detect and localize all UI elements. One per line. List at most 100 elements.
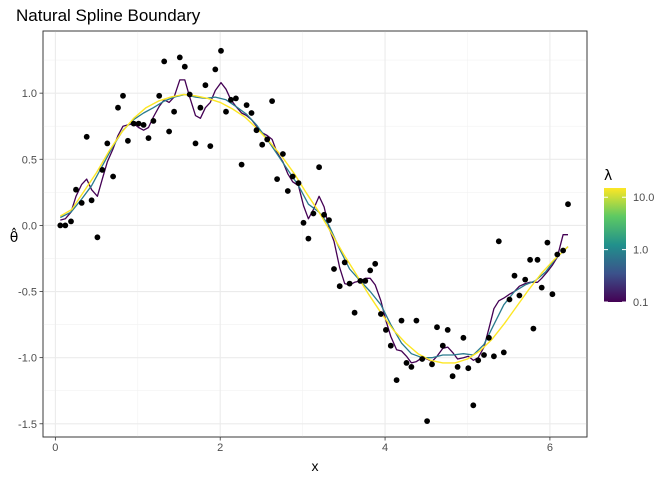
data-point bbox=[516, 292, 523, 299]
data-point bbox=[176, 54, 183, 61]
series-line bbox=[59, 93, 569, 364]
legend-tick-label: 1.0 bbox=[633, 245, 648, 257]
data-point bbox=[238, 161, 245, 168]
data-point bbox=[475, 357, 482, 364]
data-point bbox=[331, 266, 337, 272]
data-point bbox=[560, 247, 566, 254]
data-point bbox=[202, 82, 209, 89]
data-point bbox=[305, 235, 312, 242]
data-point bbox=[470, 402, 477, 409]
data-point bbox=[530, 325, 537, 332]
y-tick-label: 0.0 bbox=[22, 220, 37, 232]
data-point bbox=[110, 173, 116, 180]
legend-ticks: 10.0 1.0 0.1 bbox=[604, 192, 654, 309]
data-point bbox=[534, 256, 541, 263]
minor-gridlines bbox=[43, 31, 587, 437]
chart-title: Natural Spline Boundary bbox=[16, 6, 201, 25]
data-point bbox=[253, 127, 260, 134]
data-point bbox=[161, 58, 168, 65]
data-point bbox=[259, 141, 266, 148]
data-point bbox=[186, 91, 193, 98]
data-point bbox=[465, 365, 472, 372]
data-point bbox=[181, 63, 188, 70]
data-point bbox=[554, 251, 561, 258]
data-point bbox=[444, 327, 451, 333]
data-point bbox=[460, 334, 467, 341]
data-point bbox=[387, 342, 394, 349]
x-tick-label: 2 bbox=[217, 442, 223, 454]
data-point bbox=[491, 353, 497, 360]
data-point bbox=[300, 219, 307, 226]
data-point bbox=[367, 267, 374, 274]
data-point bbox=[310, 210, 317, 217]
plot-panel bbox=[42, 30, 588, 438]
data-point bbox=[341, 259, 348, 266]
data-point bbox=[454, 364, 461, 370]
data-point bbox=[326, 217, 332, 224]
data-point bbox=[522, 276, 529, 283]
data-point bbox=[274, 176, 280, 183]
data-point bbox=[150, 118, 157, 124]
y-tick-label: 0.5 bbox=[22, 154, 37, 166]
x-tick-label: 0 bbox=[52, 442, 58, 454]
data-point bbox=[424, 418, 430, 424]
data-point bbox=[130, 120, 137, 127]
data-point bbox=[218, 47, 224, 54]
panel-border bbox=[42, 30, 588, 438]
data-point bbox=[362, 278, 369, 284]
data-point bbox=[316, 164, 322, 171]
data-point bbox=[197, 104, 204, 111]
data-point bbox=[398, 317, 405, 324]
data-point bbox=[233, 95, 239, 102]
data-point bbox=[544, 239, 551, 246]
data-point bbox=[506, 296, 513, 303]
data-point bbox=[83, 133, 90, 140]
data-point bbox=[88, 197, 95, 204]
data-point bbox=[192, 140, 199, 147]
data-point bbox=[449, 373, 456, 380]
legend-title: λ bbox=[604, 168, 612, 184]
data-point bbox=[495, 238, 502, 245]
data-point bbox=[171, 108, 178, 115]
data-point bbox=[413, 317, 420, 324]
data-point bbox=[351, 309, 358, 316]
y-tick-label: 1.0 bbox=[22, 88, 37, 100]
data-point bbox=[156, 92, 163, 99]
data-point bbox=[549, 291, 556, 298]
y-tick-label: -1.5 bbox=[18, 419, 37, 431]
data-point bbox=[419, 356, 426, 362]
data-point bbox=[429, 361, 435, 368]
data-point bbox=[269, 98, 275, 104]
y-tick-label: -1.0 bbox=[18, 353, 37, 365]
data-point bbox=[295, 180, 302, 187]
data-point bbox=[481, 352, 487, 358]
data-point bbox=[140, 122, 147, 128]
data-point bbox=[212, 66, 219, 73]
data-point bbox=[500, 349, 507, 356]
y-tick-label: -0.5 bbox=[18, 287, 37, 299]
data-point bbox=[99, 167, 106, 173]
data-point bbox=[393, 377, 400, 383]
data-point bbox=[511, 272, 518, 279]
data-point bbox=[228, 96, 234, 103]
x-axis-label: x bbox=[312, 458, 319, 474]
data-point bbox=[486, 334, 492, 341]
data-point bbox=[125, 137, 131, 144]
data-points bbox=[57, 47, 571, 424]
data-point bbox=[434, 324, 440, 331]
data-point bbox=[336, 283, 343, 290]
series-line bbox=[60, 93, 569, 359]
fitted-lines bbox=[59, 79, 569, 364]
legend-tick-label: 0.1 bbox=[633, 297, 648, 309]
data-point bbox=[321, 211, 327, 218]
legend-colorbar bbox=[604, 188, 626, 302]
color-legend: λ 10.0 1.0 0.1 bbox=[604, 168, 654, 309]
data-point bbox=[73, 186, 79, 193]
data-point bbox=[68, 218, 74, 225]
data-point bbox=[207, 143, 214, 150]
data-point bbox=[243, 102, 250, 108]
legend-tick-label: 10.0 bbox=[633, 192, 654, 204]
data-point bbox=[383, 327, 389, 333]
data-point bbox=[223, 108, 229, 115]
